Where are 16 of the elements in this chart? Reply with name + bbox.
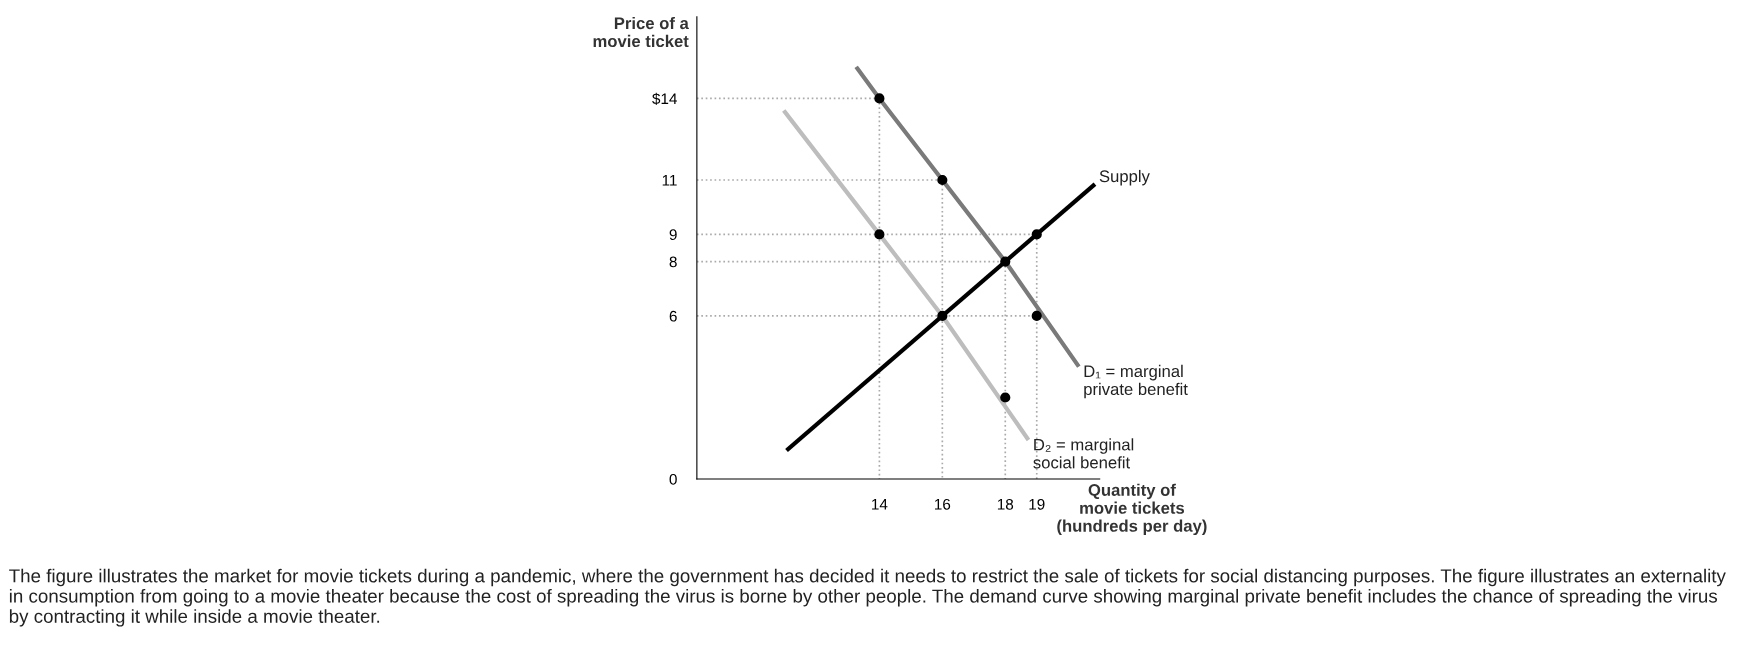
y-tick-label: $14 (652, 92, 677, 106)
x-tick-label: 19 (1029, 498, 1045, 510)
x-axis-title: Quantity of movie tickets (hundreds per day) (1057, 483, 1207, 536)
y-axis-title: Price of a movie ticket (593, 16, 689, 48)
annotation: D₁ = marginal private benefit (1084, 364, 1188, 399)
x-tick-label: 14 (872, 499, 888, 510)
y-tick-label: 6 (669, 310, 677, 322)
x-tick-label: 16 (935, 498, 951, 510)
annotation: D₂ = marginal social benefit (1033, 438, 1134, 469)
text: The figure illustrates the market for movie tickets during a pandemic, where the government has decided it needs to restrict the sale of tickets for social distancing purposes. The figure illustrates an externality in consumption from going to a movie theater because the cost of spreading the virus is borne by other people. The demand curve showing marginal private benefit includes the chance of spreading the virus by contracting it while inside a movie theater. (9, 568, 1726, 627)
y-tick-label: 0 (669, 473, 677, 485)
annotation: Supply (1099, 169, 1150, 186)
y-tick-label: 9 (669, 229, 677, 241)
y-tick-label: 11 (662, 175, 677, 186)
y-tick-label: 8 (669, 256, 677, 268)
x-tick-label: 18 (997, 498, 1014, 510)
